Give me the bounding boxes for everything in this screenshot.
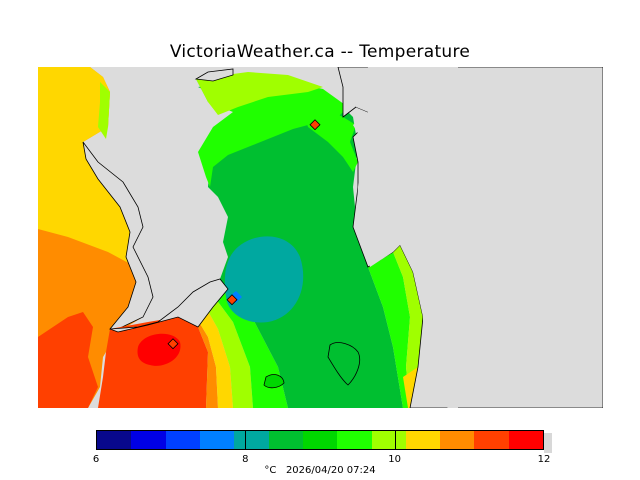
legend-tick <box>245 430 247 450</box>
legend-swatch-2 <box>165 431 200 449</box>
legend-tick-label: 12 <box>537 454 551 465</box>
station-marker-central <box>226 294 238 306</box>
map-title: VictoriaWeather.ca -- Temperature <box>169 42 471 62</box>
station-marker-north <box>309 119 321 131</box>
legend-tick-label: 8 <box>242 454 249 465</box>
legend-swatch-6 <box>302 431 338 449</box>
south-peninsula-land <box>109 278 229 333</box>
legend-swatch-12 <box>508 431 544 449</box>
strait-north-lime <box>196 72 323 115</box>
legend-swatch-8 <box>371 431 406 449</box>
island-2 <box>263 374 285 389</box>
legend-tick-label: 10 <box>388 454 402 465</box>
west-coast-green-strip <box>98 82 110 139</box>
legend-tick <box>394 430 396 450</box>
island-1 <box>327 342 361 386</box>
legend-shadow <box>544 433 552 453</box>
legend-swatch-7 <box>337 431 372 449</box>
legend-swatch-10 <box>440 431 475 449</box>
legend-swatch-11 <box>474 431 509 449</box>
legend-caption: °C 2026/04/20 07:24 <box>96 465 544 476</box>
legend-units: °C <box>264 465 277 476</box>
east-lime-band <box>368 252 410 408</box>
color-legend: 6 8 10 12 °C 2026/04/20 07:24 <box>92 430 552 476</box>
legend-timestamp: 2026/04/20 07:24 <box>285 465 376 476</box>
southwest-yellow-band <box>193 302 233 408</box>
legend-bar <box>96 430 544 450</box>
north-inlet <box>194 68 234 82</box>
east-yellowgreen-band <box>393 245 423 408</box>
southwest-orange-band <box>178 312 218 408</box>
legend-swatch-0 <box>97 431 132 449</box>
legend-swatch-3 <box>199 431 235 449</box>
strait-blue-spot <box>230 291 242 303</box>
legend-swatch-4 <box>234 431 269 449</box>
legend-tick-label: 6 <box>92 454 100 465</box>
east-peninsula-land <box>353 67 458 408</box>
west-coast-red-edge <box>38 312 98 408</box>
strait-teal-pool <box>224 236 304 323</box>
temperature-map <box>38 67 603 408</box>
legend-swatch-5 <box>268 431 303 449</box>
station-marker-south <box>167 338 179 350</box>
southwest-lime-band <box>203 295 253 408</box>
legend-swatch-9 <box>405 431 441 449</box>
legend-swatch-1 <box>131 431 166 449</box>
